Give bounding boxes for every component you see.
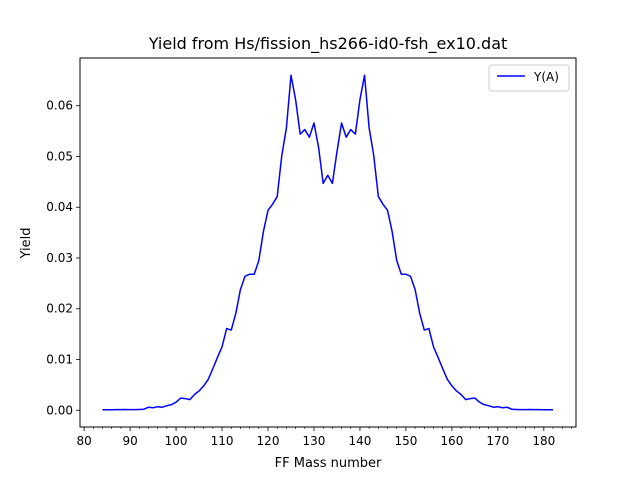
- x-tick-label: 100: [165, 434, 188, 448]
- y-tick-label: 0.01: [46, 352, 73, 366]
- x-tick-label: 110: [211, 434, 234, 448]
- legend-box: [488, 64, 570, 92]
- x-tick-label: 180: [532, 434, 555, 448]
- x-tick-label: 80: [76, 434, 91, 448]
- series-line-yield: [102, 74, 554, 411]
- x-tick-label: 140: [348, 434, 371, 448]
- x-axis: 80 90 100 110 120 130 140 150 160 170 180: [76, 427, 572, 448]
- axes-frame: [79, 57, 577, 428]
- y-tick-label: 0.06: [46, 99, 73, 113]
- x-tick-label: 170: [486, 434, 509, 448]
- y-axis: 0.00 0.01 0.02 0.03 0.04 0.05 0.06: [46, 99, 80, 417]
- y-tick-label: 0.05: [46, 149, 73, 163]
- x-tick-label: 160: [440, 434, 463, 448]
- y-axis-label: Yield: [19, 228, 34, 260]
- x-tick-label: 150: [394, 434, 417, 448]
- x-tick-label: 120: [257, 434, 280, 448]
- y-tick-label: 0.03: [46, 251, 73, 265]
- x-tick-label: 130: [303, 434, 326, 448]
- legend: Y(A): [488, 64, 570, 92]
- x-axis-label: FF Mass number: [275, 456, 382, 471]
- plot-area: [102, 74, 554, 411]
- y-tick-label: 0.00: [46, 403, 73, 417]
- y-tick-label: 0.02: [46, 302, 73, 316]
- x-tick-label: 90: [122, 434, 137, 448]
- y-tick-label: 0.04: [46, 200, 73, 214]
- chart-title: Yield from Hs/fission_hs266-id0-fsh_ex10…: [148, 34, 508, 54]
- legend-label: Y(A): [533, 70, 559, 84]
